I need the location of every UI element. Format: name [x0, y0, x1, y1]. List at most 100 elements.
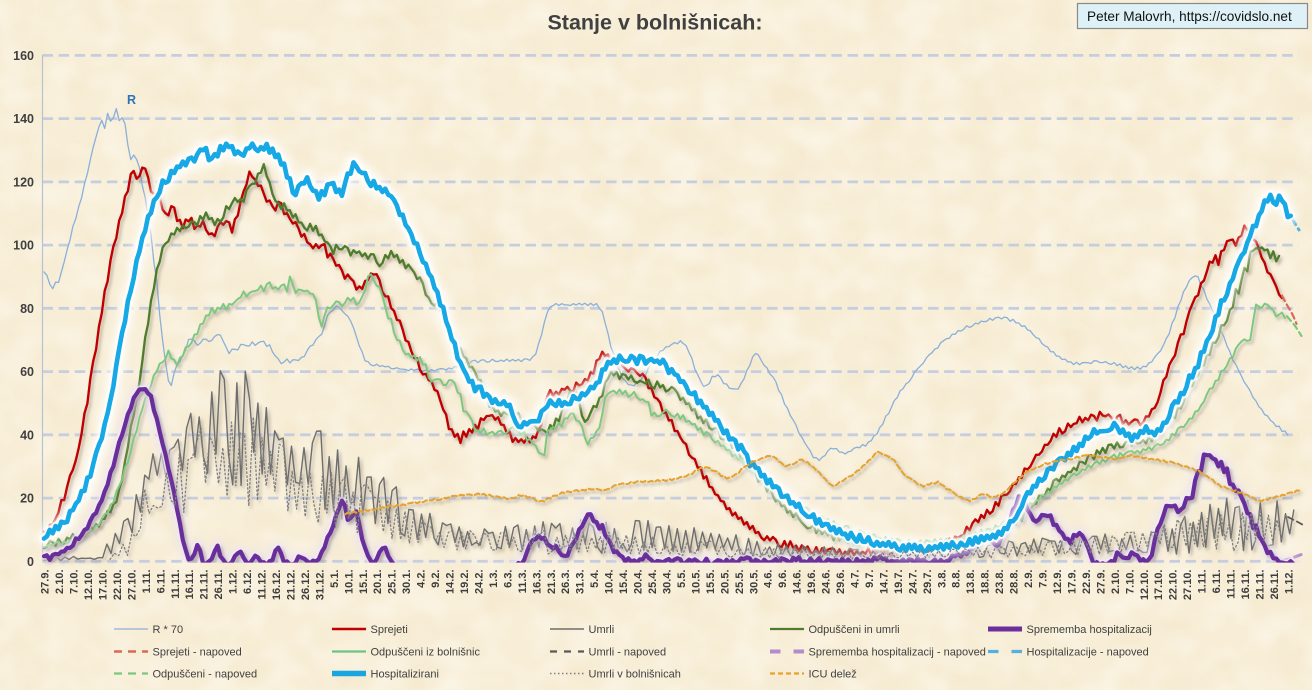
svg-text:17.10.: 17.10.	[1153, 570, 1165, 601]
svg-text:30.4.: 30.4.	[662, 570, 674, 594]
svg-text:100: 100	[13, 239, 34, 253]
svg-text:12.10.: 12.10.	[83, 570, 95, 601]
svg-text:Odpuščeni iz bolnišnic: Odpuščeni iz bolnišnic	[371, 647, 481, 659]
svg-text:26.11.: 26.11.	[1269, 570, 1281, 600]
svg-text:Umrli: Umrli	[589, 624, 615, 636]
svg-text:7.9.: 7.9.	[1038, 570, 1050, 588]
svg-text:6.11.: 6.11.	[1211, 570, 1223, 594]
svg-text:7.10.: 7.10.	[1124, 570, 1136, 594]
svg-text:25.5.: 25.5.	[734, 570, 746, 594]
svg-text:26.12.: 26.12.	[300, 570, 312, 601]
svg-text:16.3.: 16.3.	[531, 570, 543, 594]
svg-text:0: 0	[27, 555, 34, 569]
svg-text:Hospitalizacije - napoved: Hospitalizacije - napoved	[1027, 647, 1149, 659]
svg-text:21.12.: 21.12.	[286, 570, 298, 601]
svg-text:6.3.: 6.3.	[502, 570, 514, 588]
svg-text:21.11.: 21.11.	[1255, 570, 1267, 600]
svg-text:10.5.: 10.5.	[690, 570, 702, 594]
svg-text:10.4.: 10.4.	[604, 570, 616, 594]
svg-text:120: 120	[13, 175, 34, 189]
svg-text:Umrli v bolnišnicah: Umrli v bolnišnicah	[589, 669, 681, 681]
svg-text:22.9.: 22.9.	[1081, 570, 1093, 594]
svg-text:40: 40	[20, 428, 34, 442]
svg-text:24.2.: 24.2.	[474, 570, 486, 594]
svg-text:23.8.: 23.8.	[994, 570, 1006, 594]
svg-text:60: 60	[20, 365, 34, 379]
svg-text:27.9.: 27.9.	[1095, 570, 1107, 594]
svg-text:Stanje v bolnišnicah:: Stanje v bolnišnicah:	[547, 11, 762, 35]
svg-text:27.9.: 27.9.	[40, 570, 52, 594]
svg-text:1.12.: 1.12.	[228, 570, 240, 594]
svg-text:31.3.: 31.3.	[575, 570, 587, 594]
svg-text:6.11.: 6.11.	[155, 570, 167, 594]
svg-text:Odpuščeni in umrli: Odpuščeni in umrli	[809, 624, 900, 636]
svg-text:2.10.: 2.10.	[1110, 570, 1122, 594]
svg-text:17.10.: 17.10.	[98, 570, 110, 601]
svg-text:Sprejeti - napoved: Sprejeti - napoved	[153, 647, 242, 659]
svg-text:Sprememba hospitalizacij: Sprememba hospitalizacij	[1027, 624, 1152, 636]
svg-text:9.2.: 9.2.	[430, 570, 442, 588]
svg-text:19.2.: 19.2.	[459, 570, 471, 594]
svg-text:30.5.: 30.5.	[748, 570, 760, 594]
svg-text:2.9.: 2.9.	[1023, 570, 1035, 588]
svg-text:1.11.: 1.11.	[1197, 570, 1209, 594]
svg-text:15.1.: 15.1.	[358, 570, 370, 594]
svg-text:20.4.: 20.4.	[633, 570, 645, 594]
svg-text:ICU delež: ICU delež	[809, 669, 857, 681]
svg-text:80: 80	[20, 302, 34, 316]
svg-text:19.7.: 19.7.	[893, 570, 905, 594]
svg-text:Peter Malovrh, https://covidsl: Peter Malovrh, https://covidslo.net	[1087, 9, 1292, 24]
svg-text:24.7.: 24.7.	[907, 570, 919, 594]
svg-text:20.1.: 20.1.	[372, 570, 384, 594]
svg-text:160: 160	[13, 49, 34, 63]
svg-text:1.11.: 1.11.	[141, 570, 153, 594]
svg-text:5.5.: 5.5.	[676, 570, 688, 588]
svg-text:19.6.: 19.6.	[806, 570, 818, 594]
svg-text:10.1.: 10.1.	[343, 570, 355, 594]
svg-text:13.8.: 13.8.	[965, 570, 977, 594]
svg-text:17.9.: 17.9.	[1066, 570, 1078, 594]
svg-text:14.6.: 14.6.	[792, 570, 804, 594]
svg-text:Umrli - napoved: Umrli - napoved	[589, 647, 667, 659]
svg-text:27.10.: 27.10.	[126, 570, 138, 601]
svg-text:28.8.: 28.8.	[1009, 570, 1021, 594]
svg-text:16.11.: 16.11.	[184, 570, 196, 600]
svg-text:1.3.: 1.3.	[488, 570, 500, 588]
svg-text:24.6.: 24.6.	[821, 570, 833, 594]
svg-text:29.7.: 29.7.	[922, 570, 934, 594]
svg-text:12.10.: 12.10.	[1139, 570, 1151, 601]
svg-text:25.4.: 25.4.	[647, 570, 659, 594]
svg-text:16.12.: 16.12.	[271, 570, 283, 601]
svg-text:6.12.: 6.12.	[242, 570, 254, 594]
svg-text:2.10.: 2.10.	[54, 570, 66, 594]
svg-text:15.4.: 15.4.	[618, 570, 630, 594]
svg-text:140: 140	[13, 112, 34, 126]
svg-text:9.7.: 9.7.	[864, 570, 876, 588]
svg-text:5.4.: 5.4.	[589, 570, 601, 588]
svg-text:29.6.: 29.6.	[835, 570, 847, 594]
svg-text:4.2.: 4.2.	[416, 570, 428, 588]
svg-text:4.7.: 4.7.	[850, 570, 862, 588]
svg-text:12.9.: 12.9.	[1052, 570, 1064, 594]
svg-text:9.6.: 9.6.	[777, 570, 789, 588]
svg-text:16.11.: 16.11.	[1240, 570, 1252, 600]
svg-text:15.5.: 15.5.	[705, 570, 717, 594]
svg-text:11.3.: 11.3.	[517, 570, 529, 594]
svg-text:22.10.: 22.10.	[1168, 570, 1180, 601]
svg-text:14.7.: 14.7.	[878, 570, 890, 594]
svg-text:18.8.: 18.8.	[980, 570, 992, 594]
svg-text:21.3.: 21.3.	[546, 570, 558, 594]
svg-text:31.12.: 31.12.	[314, 570, 326, 601]
svg-text:Sprejeti: Sprejeti	[371, 624, 408, 636]
svg-text:8.8.: 8.8.	[951, 570, 963, 588]
svg-text:R * 70: R * 70	[153, 624, 184, 636]
svg-text:25.1.: 25.1.	[387, 570, 399, 594]
svg-text:27.10.: 27.10.	[1182, 570, 1194, 601]
svg-text:14.2.: 14.2.	[445, 570, 457, 594]
svg-text:30.1.: 30.1.	[401, 570, 413, 594]
svg-text:Odpuščeni - napoved: Odpuščeni - napoved	[153, 669, 258, 681]
svg-text:R: R	[127, 93, 136, 107]
svg-text:22.10.: 22.10.	[112, 570, 124, 601]
svg-text:5.1.: 5.1.	[329, 570, 341, 588]
svg-text:Hospitalizirani: Hospitalizirani	[371, 669, 439, 681]
